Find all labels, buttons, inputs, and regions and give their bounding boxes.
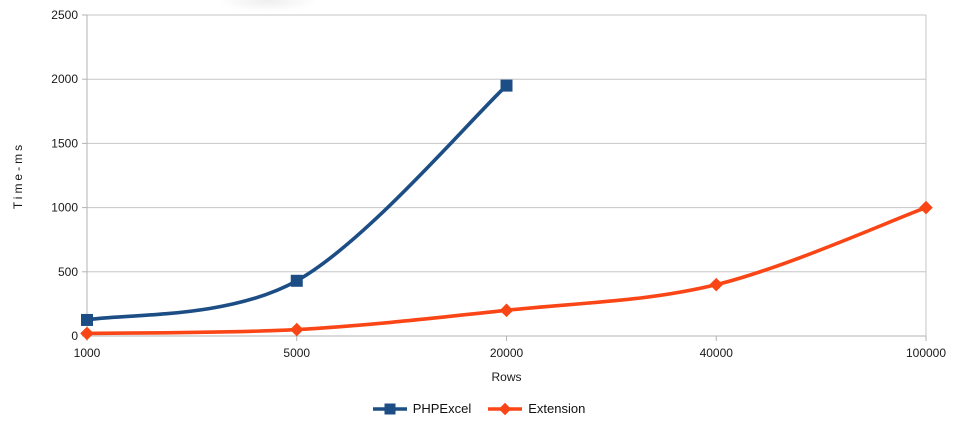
extension-line-marker-swatch (488, 402, 523, 415)
svg-text:40000: 40000 (700, 346, 734, 360)
svg-text:Time-ms: Time-ms (11, 142, 25, 209)
svg-text:5000: 5000 (283, 346, 310, 360)
legend-item-phpexcel: PHPExcel (372, 401, 472, 416)
legend-label: Extension (528, 401, 586, 416)
svg-text:1000: 1000 (51, 201, 78, 215)
svg-text:2000: 2000 (51, 72, 78, 86)
svg-text:20000: 20000 (490, 346, 524, 360)
legend-label: PHPExcel (412, 401, 472, 416)
svg-text:Rows: Rows (491, 370, 521, 384)
svg-text:1500: 1500 (51, 136, 78, 150)
legend-item-extension: Extension (487, 401, 585, 416)
svg-text:1000: 1000 (74, 346, 101, 360)
svg-text:2500: 2500 (51, 8, 78, 22)
phpexcel-line-marker-swatch (372, 403, 407, 414)
chart-legend: PHPExcel Extension (0, 401, 957, 416)
svg-text:500: 500 (58, 265, 78, 279)
svg-text:100000: 100000 (906, 346, 946, 360)
svg-text:0: 0 (71, 329, 78, 343)
screenshot-smudge-artifact (218, 0, 318, 12)
